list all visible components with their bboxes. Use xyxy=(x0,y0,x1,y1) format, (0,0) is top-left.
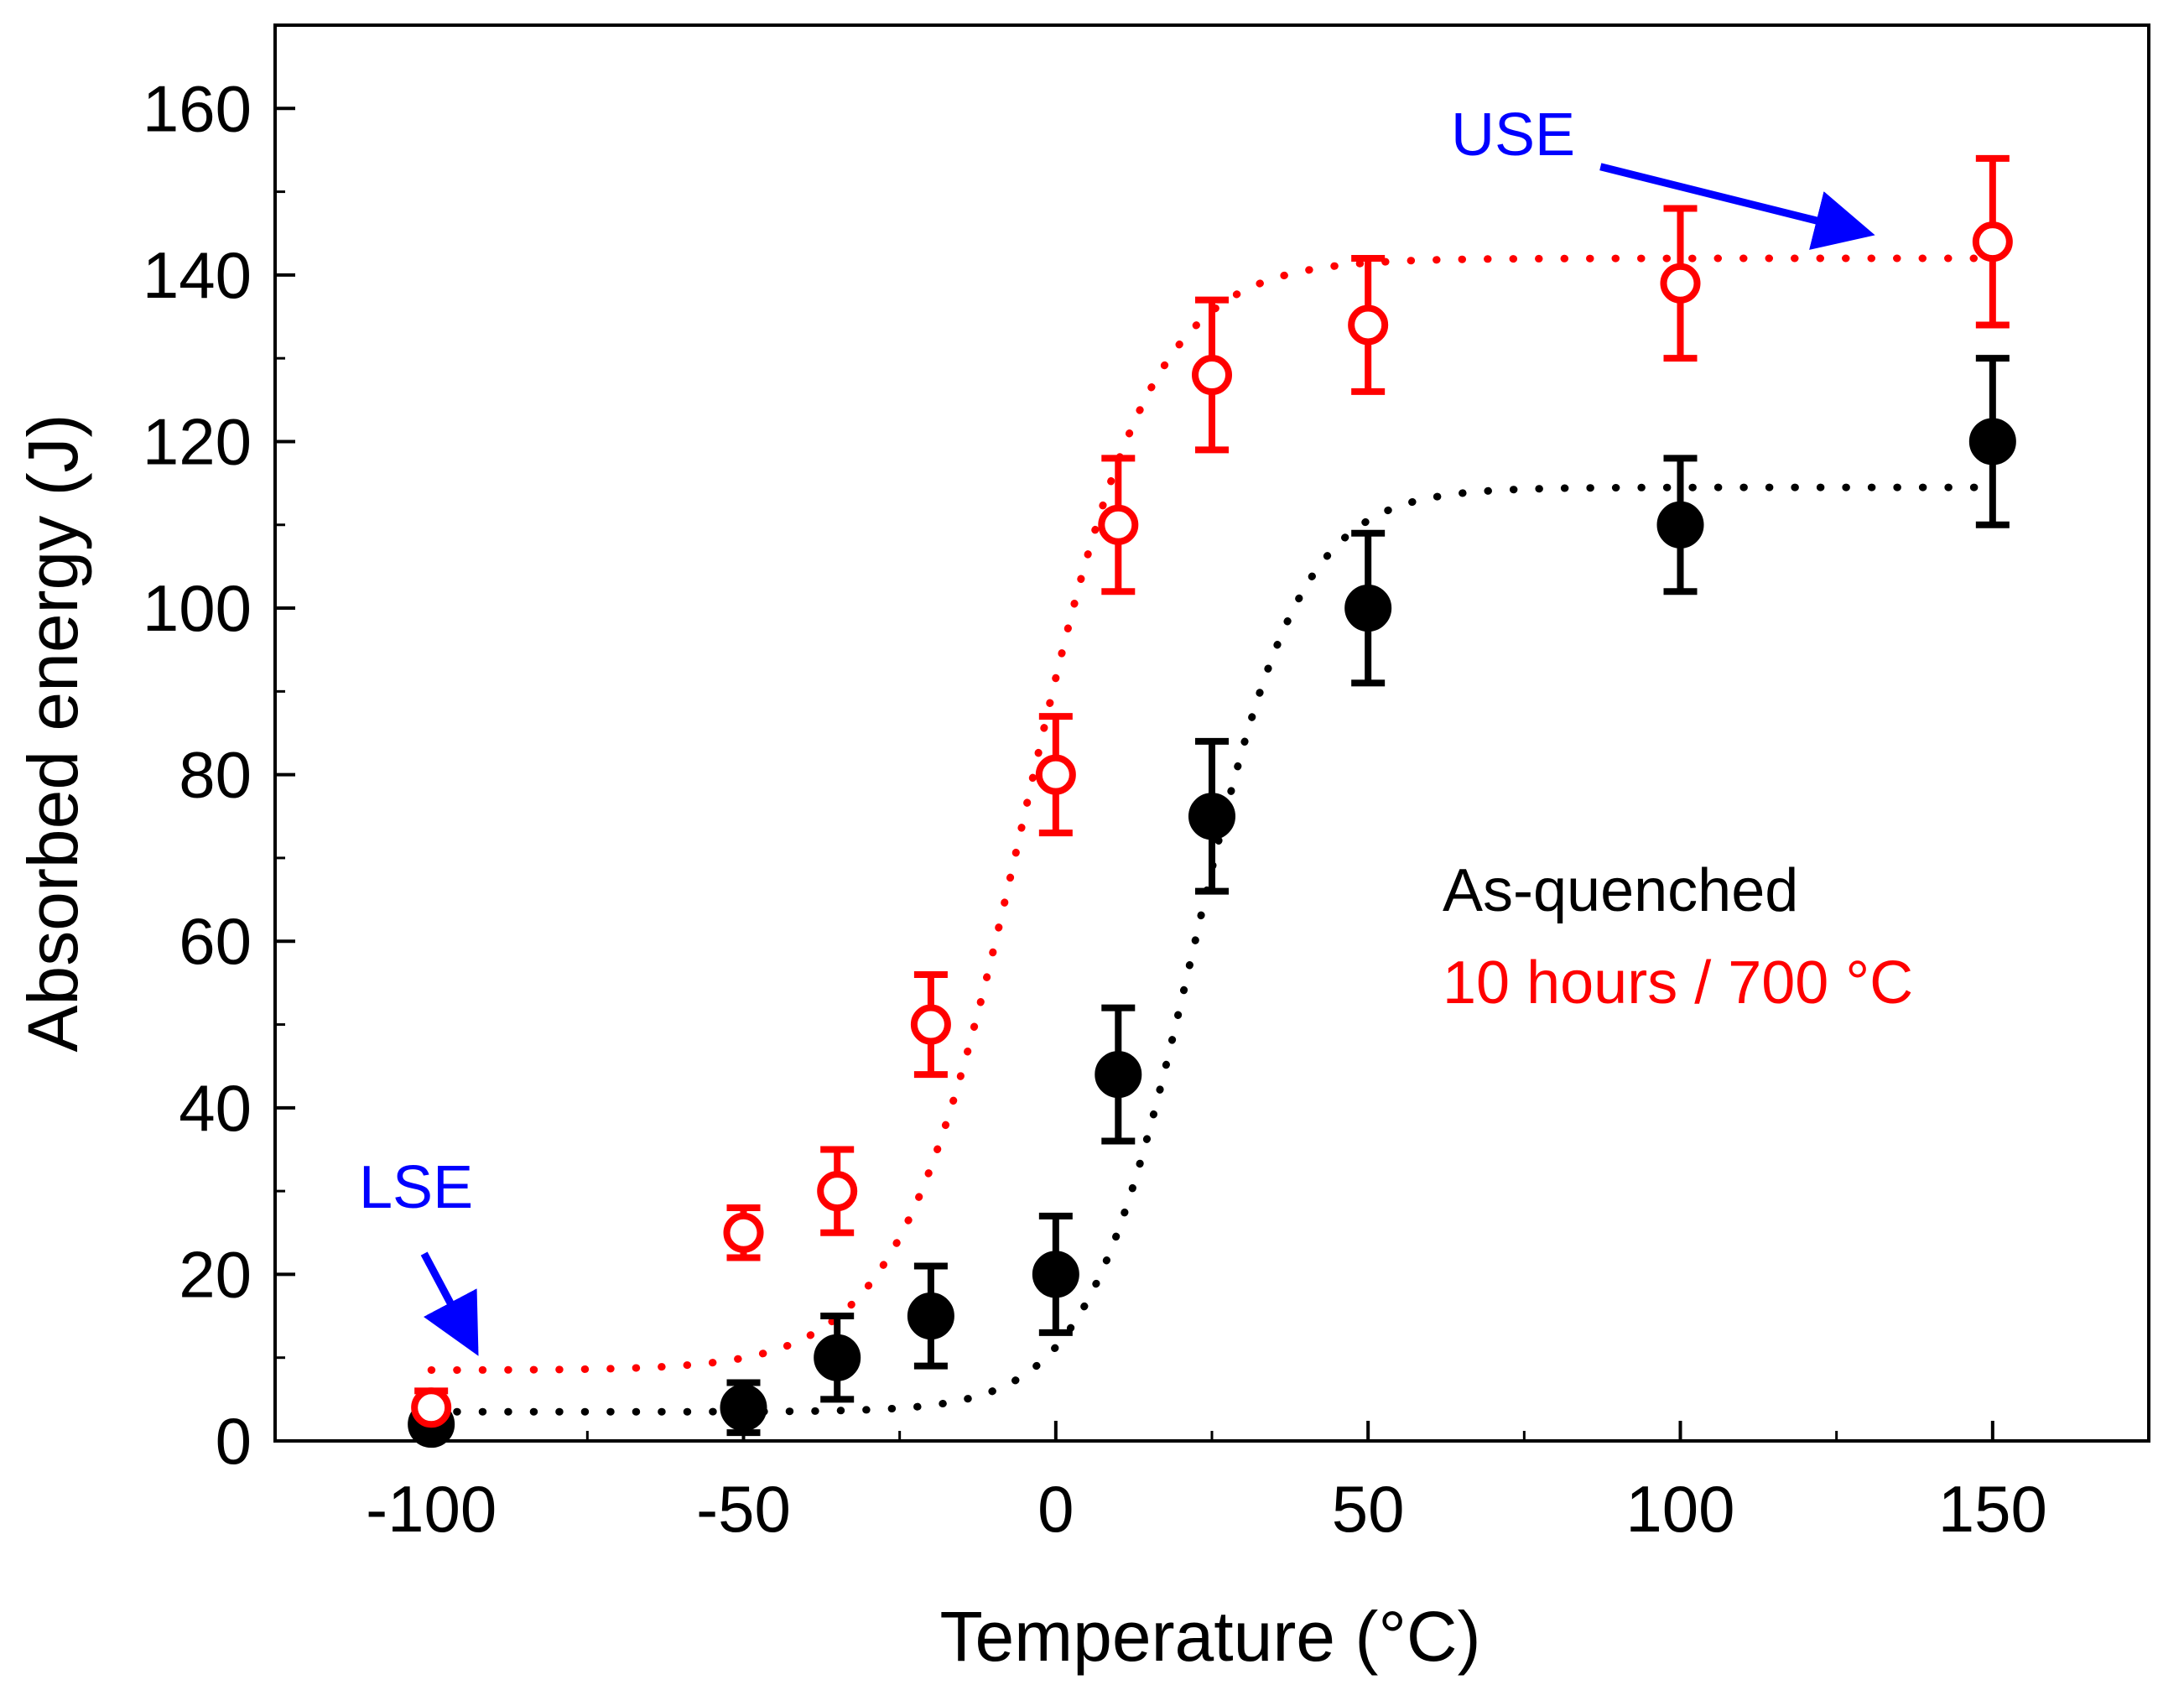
data-points xyxy=(408,221,2016,1448)
data-point-10-hours-700-c xyxy=(411,1387,452,1428)
data-point-10-hours-700-c xyxy=(1660,263,1701,304)
data-point-as-quenched xyxy=(1188,793,1235,840)
data-point-10-hours-700-c xyxy=(1035,754,1076,795)
data-point-as-quenched xyxy=(814,1334,861,1381)
y-tick-label: 0 xyxy=(216,1404,252,1478)
x-tick-label: 0 xyxy=(1037,1472,1074,1546)
data-point-10-hours-700-c xyxy=(1192,355,1232,396)
data-point-as-quenched xyxy=(907,1292,954,1340)
legend-entry-10h-700c: 10 hours / 700 °C xyxy=(1443,949,1913,1017)
data-point-as-quenched xyxy=(1032,1251,1079,1298)
x-tick-label: 150 xyxy=(1938,1472,2047,1546)
y-axis-title: Absorbed energy (J) xyxy=(13,413,92,1052)
data-point-10-hours-700-c xyxy=(1348,304,1389,346)
data-point-10-hours-700-c xyxy=(723,1212,764,1253)
x-axis-title: Temperature (°C) xyxy=(939,1597,1480,1676)
plot-frame xyxy=(273,23,2150,1443)
annotation-arrow-use xyxy=(1599,163,1875,250)
y-tick-label: 20 xyxy=(179,1237,252,1311)
y-tick-label: 40 xyxy=(179,1071,252,1145)
data-point-10-hours-700-c xyxy=(910,1004,951,1045)
data-point-10-hours-700-c xyxy=(1098,504,1139,545)
x-tick-label: -50 xyxy=(696,1472,791,1546)
data-point-as-quenched xyxy=(1095,1051,1142,1099)
x-tick-label: 50 xyxy=(1332,1472,1405,1546)
data-point-as-quenched xyxy=(720,1384,767,1432)
data-point-10-hours-700-c xyxy=(1972,221,2013,263)
data-point-as-quenched xyxy=(1656,501,1704,549)
y-tick-label: 80 xyxy=(179,738,252,812)
annotation-lse-label: LSE xyxy=(359,1154,473,1221)
axis-ticks: -100 -50 0 50 100 150 0 20 40 60 80 100 120 140 160 xyxy=(143,71,2047,1546)
y-tick-label: 120 xyxy=(143,404,252,478)
annotations xyxy=(420,163,1875,1356)
data-point-as-quenched xyxy=(1344,585,1392,632)
data-point-as-quenched xyxy=(1968,418,2016,465)
y-tick-label: 140 xyxy=(143,238,252,312)
annotation-arrow-lse xyxy=(420,1251,479,1356)
legend-entry-as-quenched: As-quenched xyxy=(1443,857,1798,924)
x-tick-label: 100 xyxy=(1625,1472,1734,1546)
data-point-10-hours-700-c xyxy=(817,1171,858,1212)
y-tick-label: 100 xyxy=(143,571,252,645)
x-tick-label: -100 xyxy=(366,1472,497,1546)
annotation-use-label: USE xyxy=(1451,101,1575,169)
y-tick-label: 160 xyxy=(143,71,252,145)
y-tick-label: 60 xyxy=(179,904,252,978)
